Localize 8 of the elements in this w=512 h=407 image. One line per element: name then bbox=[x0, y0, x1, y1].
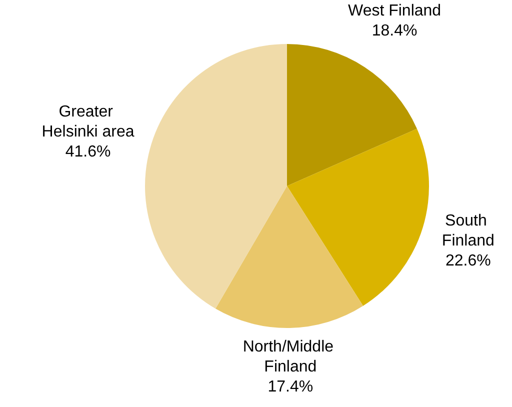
data-label: 18.4% bbox=[372, 22, 418, 40]
slice-label: North/Middle Finland bbox=[242, 338, 338, 376]
data-label: 22.6% bbox=[445, 252, 491, 270]
data-label: 41.6% bbox=[65, 144, 111, 161]
data-label: 17.4% bbox=[268, 378, 314, 396]
slice-label: Greater Helsinki area bbox=[42, 104, 134, 141]
slice-label: South Finland bbox=[442, 212, 494, 250]
slice-label: West Finland bbox=[348, 2, 442, 20]
